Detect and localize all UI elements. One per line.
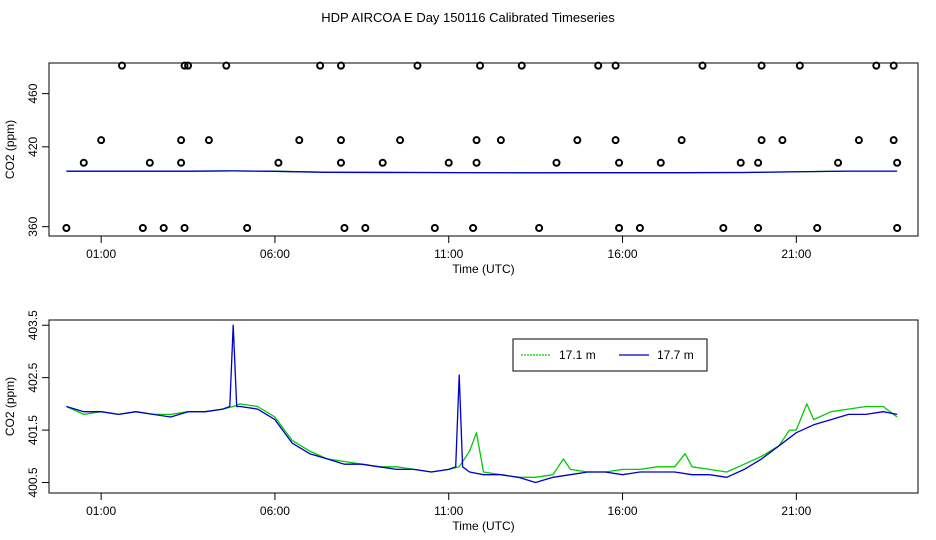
- x-axis-label: Time (UTC): [452, 519, 514, 533]
- scatter-point: [517, 61, 526, 70]
- scatter-point: [854, 136, 863, 145]
- scatter-point: [336, 136, 345, 145]
- scatter-point: [611, 136, 620, 145]
- scatter-point: [615, 158, 624, 167]
- scatter-point: [117, 61, 126, 70]
- x-tick-label: 01:00: [86, 247, 116, 261]
- scatter-point: [472, 136, 481, 145]
- bottom-panel: 01:00 06:00 11:00 16:00 21:00 Time (UTC) 400.5…: [3, 310, 919, 533]
- scatter-point: [698, 61, 707, 70]
- scatter-point: [778, 136, 787, 145]
- y-tick-label: 401.5: [26, 415, 40, 445]
- scatter-point: [444, 158, 453, 167]
- scatter-point: [97, 136, 106, 145]
- legend-label: 17.7 m: [657, 348, 694, 362]
- x-tick-label: 06:00: [260, 504, 290, 518]
- scatter-point: [611, 61, 620, 70]
- scatter-point: [889, 136, 898, 145]
- y-tick-label: 403.5: [26, 310, 40, 340]
- top-panel: 01:00 06:00 11:00 16:00 21:00 Time (UTC) 360 42…: [3, 61, 919, 276]
- scatter-point: [79, 158, 88, 167]
- scatter-point: [243, 224, 252, 233]
- scatter-point: [177, 158, 186, 167]
- scatter-point: [795, 61, 804, 70]
- scatter-point: [615, 224, 624, 233]
- scatter-point: [184, 61, 193, 70]
- scatter-point: [180, 61, 189, 70]
- legend: 17.1 m 17.7 m: [512, 338, 708, 372]
- scatter-point: [677, 136, 686, 145]
- scatter-point: [893, 158, 902, 167]
- scatter-point: [177, 136, 186, 145]
- scatter-point: [893, 224, 902, 233]
- legend-box: [512, 338, 708, 372]
- plot-frame: [48, 319, 919, 494]
- plot-frame: [48, 62, 919, 237]
- scatter-point: [635, 224, 644, 233]
- scatter-point: [736, 158, 745, 167]
- scatter-point: [274, 158, 283, 167]
- scatter-point: [757, 61, 766, 70]
- scatter-point: [469, 224, 478, 233]
- scatter-point: [754, 224, 763, 233]
- scatter-point: [378, 158, 387, 167]
- x-tick-label: 16:00: [608, 247, 638, 261]
- scatter-point: [496, 136, 505, 145]
- scatter-point: [295, 136, 304, 145]
- scatter-point: [204, 136, 213, 145]
- scatter-point: [535, 224, 544, 233]
- series-line-17-1m: [66, 403, 898, 478]
- scatter-point: [754, 158, 763, 167]
- scatter-point: [361, 224, 370, 233]
- x-tick-label: 11:00: [434, 504, 463, 518]
- series-line-17-7m: [66, 170, 898, 174]
- scatter-point: [872, 61, 881, 70]
- legend-label: 17.1 m: [559, 348, 596, 362]
- x-tick-label: 21:00: [781, 504, 811, 518]
- chart-title: HDP AIRCOA E Day 150116 Calibrated Times…: [321, 10, 615, 25]
- scatter-point: [656, 158, 665, 167]
- y-tick-label: 420: [26, 137, 40, 157]
- scatter-point: [145, 158, 154, 167]
- y-tick-label: 400.5: [26, 467, 40, 497]
- scatter-point: [472, 158, 481, 167]
- scatter-point: [834, 158, 843, 167]
- scatter-point: [159, 224, 168, 233]
- x-tick-label: 21:00: [781, 247, 811, 261]
- scatter-point: [573, 136, 582, 145]
- y-axis-label: CO2 (ppm): [3, 377, 17, 436]
- x-tick-label: 11:00: [434, 247, 463, 261]
- scatter-point: [316, 61, 325, 70]
- y-axis-label: CO2 (ppm): [3, 120, 17, 179]
- scatter-point: [889, 61, 898, 70]
- scatter-point: [336, 158, 345, 167]
- y-tick-label: 402.5: [26, 362, 40, 392]
- scatter-point: [719, 224, 728, 233]
- y-tick-label: 460: [26, 83, 40, 103]
- scatter-point: [62, 224, 71, 233]
- scatter-point: [396, 136, 405, 145]
- y-tick-label: 360: [26, 216, 40, 236]
- x-tick-label: 16:00: [608, 504, 638, 518]
- scatter-point: [222, 61, 231, 70]
- scatter-point: [430, 224, 439, 233]
- scatter-point: [476, 61, 485, 70]
- scatter-point: [340, 224, 349, 233]
- scatter-point: [180, 224, 189, 233]
- series-line-17-7m: [66, 324, 898, 484]
- scatter-point: [552, 158, 561, 167]
- scatter-point: [336, 61, 345, 70]
- x-tick-label: 01:00: [86, 504, 116, 518]
- scatter-point: [594, 61, 603, 70]
- scatter-point: [813, 224, 822, 233]
- x-tick-label: 06:00: [260, 247, 290, 261]
- scatter-point: [413, 61, 422, 70]
- scatter-point: [138, 224, 147, 233]
- x-axis-label: Time (UTC): [452, 262, 514, 276]
- scatter-point: [757, 136, 766, 145]
